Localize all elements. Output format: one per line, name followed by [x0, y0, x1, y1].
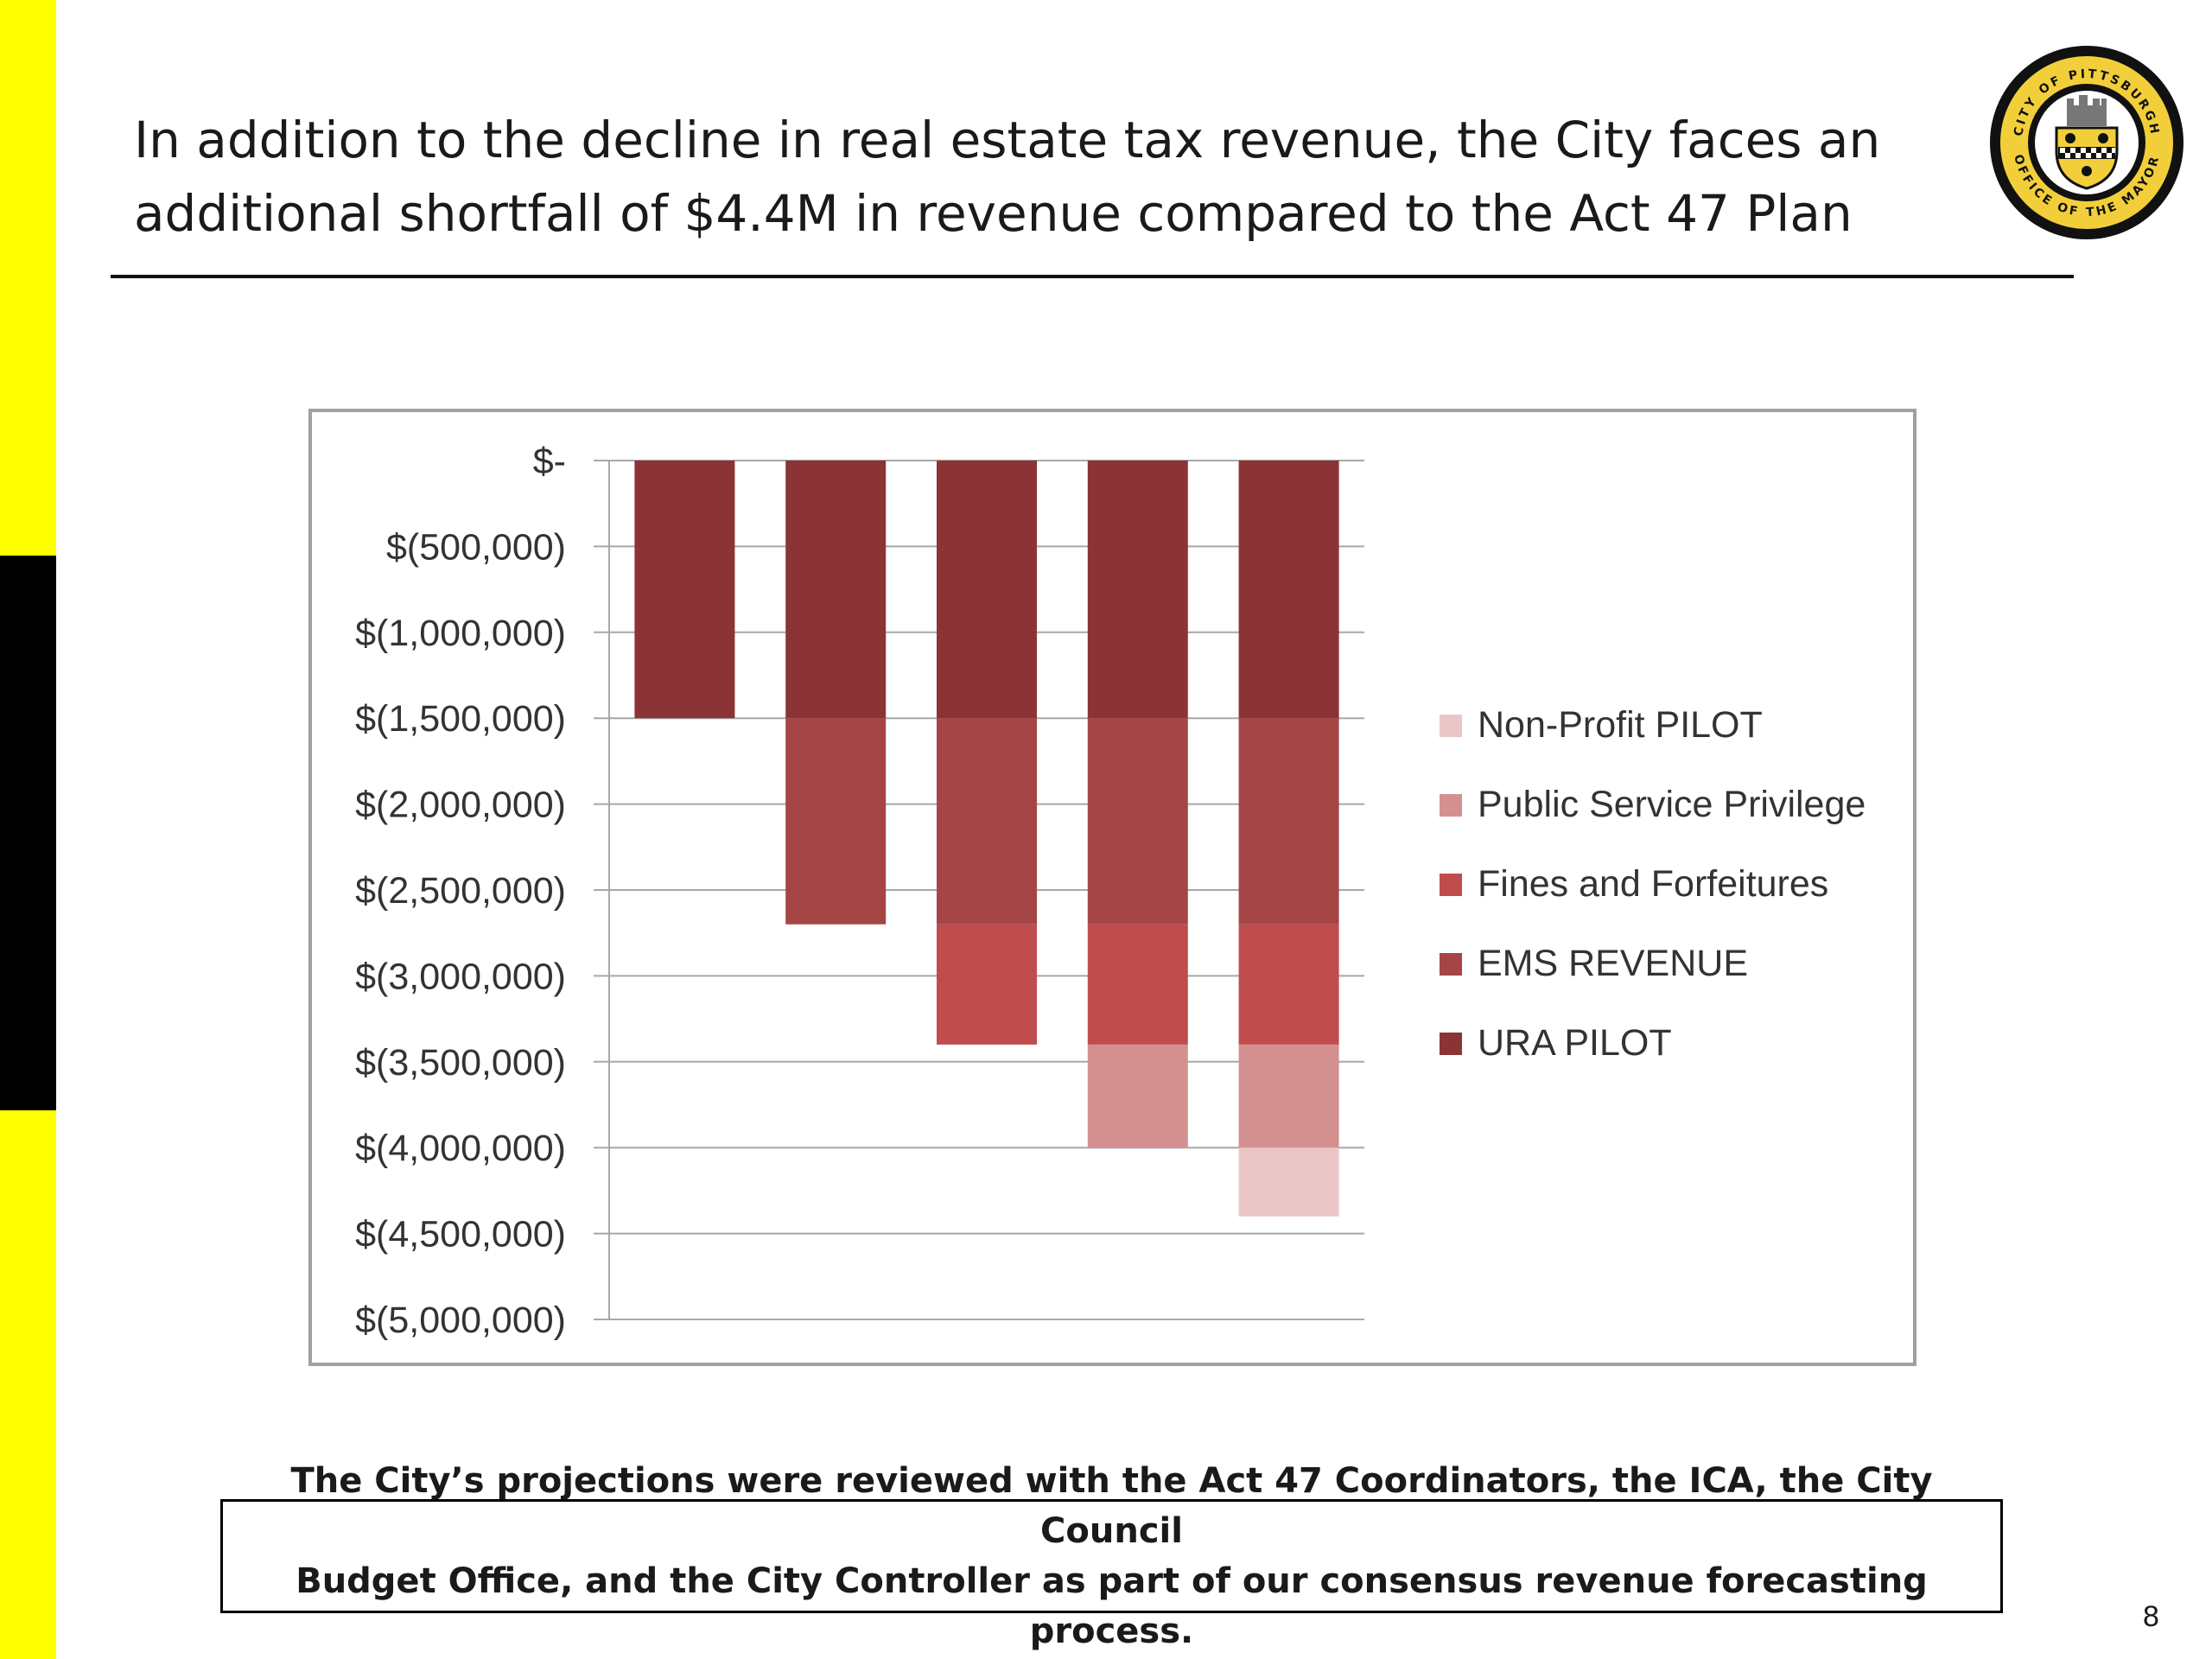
y-tick-label: $(4,500,000): [355, 1214, 566, 1255]
y-tick-label: $(500,000): [386, 526, 566, 568]
review-note-line-2: Budget Office, and the City Controller a…: [296, 1561, 1928, 1651]
bar-segment: [1238, 924, 1339, 1045]
bar-segment: [785, 461, 887, 719]
bar-segment: [1238, 461, 1339, 719]
bar-segment: [1238, 1044, 1339, 1148]
bars: [634, 461, 1339, 1217]
bar-segment: [1087, 1044, 1188, 1148]
bar-segment: [937, 924, 1037, 1045]
city-seal-logo: CITY OF PITTSBURGH OFFICE OF THE MAYOR: [1990, 46, 2183, 239]
bar-segment: [1087, 924, 1188, 1045]
legend-label: Fines and Forfeitures: [1478, 863, 1828, 905]
y-tick-label: $(1,000,000): [355, 613, 566, 654]
review-note-text: The City’s projections were reviewed wit…: [274, 1456, 1950, 1656]
bar-segment: [937, 718, 1037, 925]
legend-label: URA PILOT: [1478, 1022, 1672, 1064]
bar-segment: [1087, 718, 1188, 925]
accent-bar-yellow-bottom: [0, 1110, 56, 1659]
y-tick-label: $(2,500,000): [355, 870, 566, 912]
accent-bar-black: [0, 556, 56, 1110]
y-tick-label: $(3,500,000): [355, 1042, 566, 1084]
review-note-box: The City’s projections were reviewed wit…: [220, 1461, 2003, 1651]
y-tick-label: $(5,000,000): [355, 1300, 566, 1341]
review-note-line-1: The City’s projections were reviewed wit…: [290, 1461, 1933, 1551]
y-tick-labels: $- $(500,000) $(1,000,000) $(1,500,000) $(2,…: [355, 441, 566, 1341]
legend: Non-Profit PILOT Public Service Privilege…: [1440, 704, 1866, 1064]
legend-swatch: [1440, 1033, 1462, 1055]
chart-frame: $- $(500,000) $(1,000,000) $(1,500,000) $(2,…: [308, 409, 1916, 1366]
bar-segment: [1087, 461, 1188, 719]
page-number: 8: [2143, 1600, 2159, 1633]
y-tick-label: $-: [533, 441, 566, 482]
legend-swatch: [1440, 953, 1462, 976]
legend-label: Non-Profit PILOT: [1478, 704, 1763, 746]
slide-title-line-1: In addition to the decline in real estat…: [134, 111, 1881, 169]
stacked-bar-chart: $- $(500,000) $(1,000,000) $(1,500,000) $(2,…: [355, 441, 1866, 1341]
y-tick-label: $(2,000,000): [355, 785, 566, 826]
y-tick-label: $(3,000,000): [355, 956, 566, 997]
slide-title-line-2: additional shortfall of $4.4M in revenue…: [134, 184, 1853, 243]
bar-segment: [785, 718, 887, 925]
bar-segment: [1238, 718, 1339, 925]
bar-segment: [937, 461, 1037, 719]
accent-bar-yellow-top: [0, 0, 56, 556]
legend-swatch: [1440, 794, 1462, 817]
legend-swatch: [1440, 874, 1462, 896]
legend-swatch: [1440, 715, 1462, 737]
slide-title: In addition to the decline in real estat…: [134, 104, 1948, 251]
legend-label: Public Service Privilege: [1478, 784, 1866, 825]
title-divider: [111, 275, 2074, 278]
legend-label: EMS REVENUE: [1478, 943, 1748, 984]
bar-segment: [634, 461, 735, 719]
bar-segment: [1238, 1147, 1339, 1217]
y-tick-label: $(4,000,000): [355, 1128, 566, 1169]
y-tick-label: $(1,500,000): [355, 698, 566, 740]
